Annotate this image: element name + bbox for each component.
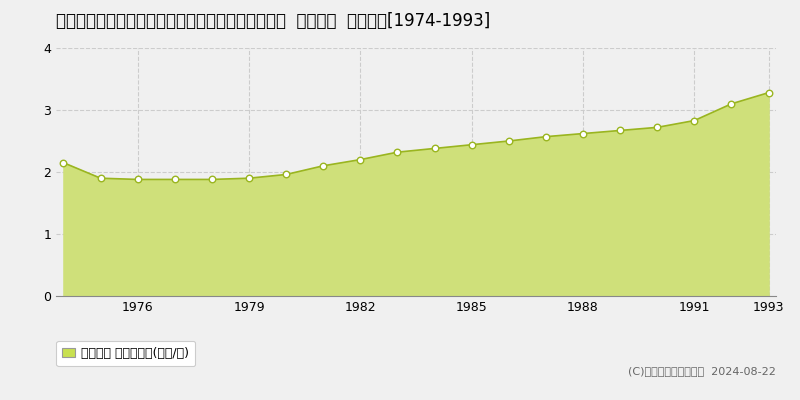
Point: [428, 145, 441, 152]
Point: [502, 138, 515, 144]
Point: [577, 130, 590, 137]
Text: (C)土地価格ドットコム  2024-08-22: (C)土地価格ドットコム 2024-08-22: [628, 366, 776, 376]
Point: [317, 162, 330, 169]
Point: [725, 100, 738, 107]
Point: [168, 176, 181, 183]
Text: 栃木県下都賀郡壬生町大字七ツ石字柴田内７９０番  地価公示  地価推移[1974-1993]: 栃木県下都賀郡壬生町大字七ツ石字柴田内７９０番 地価公示 地価推移[1974-1…: [56, 12, 490, 30]
Point: [762, 90, 775, 96]
Point: [131, 176, 144, 183]
Point: [57, 160, 70, 166]
Point: [614, 127, 626, 134]
Point: [651, 124, 664, 130]
Legend: 地価公示 平均坪単価(万円/坪): 地価公示 平均坪単価(万円/坪): [56, 341, 195, 366]
Point: [391, 149, 404, 155]
Point: [688, 117, 701, 124]
Point: [206, 176, 218, 183]
Point: [539, 134, 552, 140]
Point: [466, 142, 478, 148]
Point: [94, 175, 107, 182]
Point: [242, 175, 255, 182]
Point: [280, 171, 293, 178]
Point: [354, 156, 366, 163]
